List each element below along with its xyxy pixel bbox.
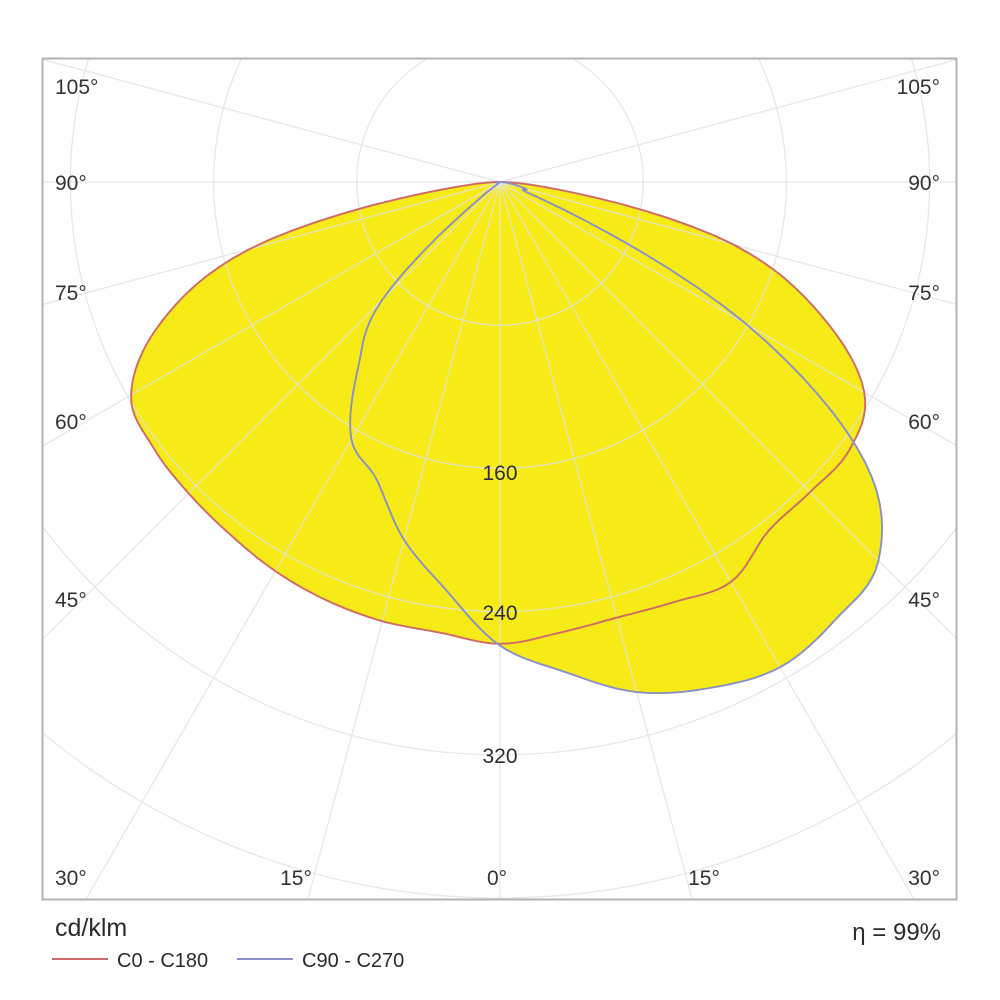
- angle-label: 90°: [908, 172, 940, 195]
- grid-ray: [42, 181, 501, 306]
- grid-ray: [42, 181, 501, 447]
- angle-label: 105°: [55, 76, 98, 99]
- efficiency-label: η = 99%: [852, 919, 941, 946]
- ring-label: 240: [482, 602, 517, 625]
- angle-labels-left: 105° 90° 75° 60° 45° 30°: [55, 76, 98, 890]
- angle-label: 0°: [487, 867, 507, 890]
- angle-label: 75°: [908, 282, 940, 305]
- angle-label: 90°: [55, 172, 87, 195]
- angle-label: 30°: [55, 867, 87, 890]
- c90-c270-curve: [349, 181, 884, 695]
- angle-label: 45°: [55, 589, 87, 612]
- grid-ray: [499, 181, 915, 900]
- ring-label: 160: [482, 462, 517, 485]
- grid-ray: [42, 58, 501, 183]
- lobe-fills: [131, 182, 883, 694]
- grid-ray: [499, 181, 957, 640]
- angle-labels-bottom: 15° 0° 15°: [280, 867, 720, 890]
- grid-ray: [499, 58, 957, 183]
- ring-label: 320: [482, 745, 517, 768]
- grid-ray: [85, 181, 501, 900]
- unit-label: cd/klm: [55, 914, 127, 942]
- angle-label: 30°: [908, 867, 940, 890]
- grid-ray: [499, 181, 693, 900]
- grid-ray: [307, 181, 501, 900]
- angle-label: 15°: [688, 867, 720, 890]
- legend-label-c0-c180: C0 - C180: [117, 950, 208, 972]
- angle-label: 45°: [908, 589, 940, 612]
- angle-label: 15°: [280, 867, 312, 890]
- plot-frame: [41, 57, 958, 901]
- angle-labels-right: 105° 90° 75° 60° 45° 30°: [897, 76, 940, 890]
- curves: [130, 181, 884, 695]
- angle-label: 60°: [55, 411, 87, 434]
- footer: cd/klm C0 - C180 C90 - C270 η = 99%: [52, 914, 941, 972]
- c90-c270-lobe-fill: [350, 182, 883, 694]
- grid-ray: [499, 181, 957, 447]
- grid-ray: [499, 181, 957, 306]
- ring-labels: 160 240 320: [482, 462, 517, 768]
- angle-label: 105°: [897, 76, 940, 99]
- angle-label: 75°: [55, 282, 87, 305]
- c0-c180-curve: [130, 181, 867, 645]
- angle-label: 60°: [908, 411, 940, 434]
- legend-label-c90-c270: C90 - C270: [302, 950, 404, 972]
